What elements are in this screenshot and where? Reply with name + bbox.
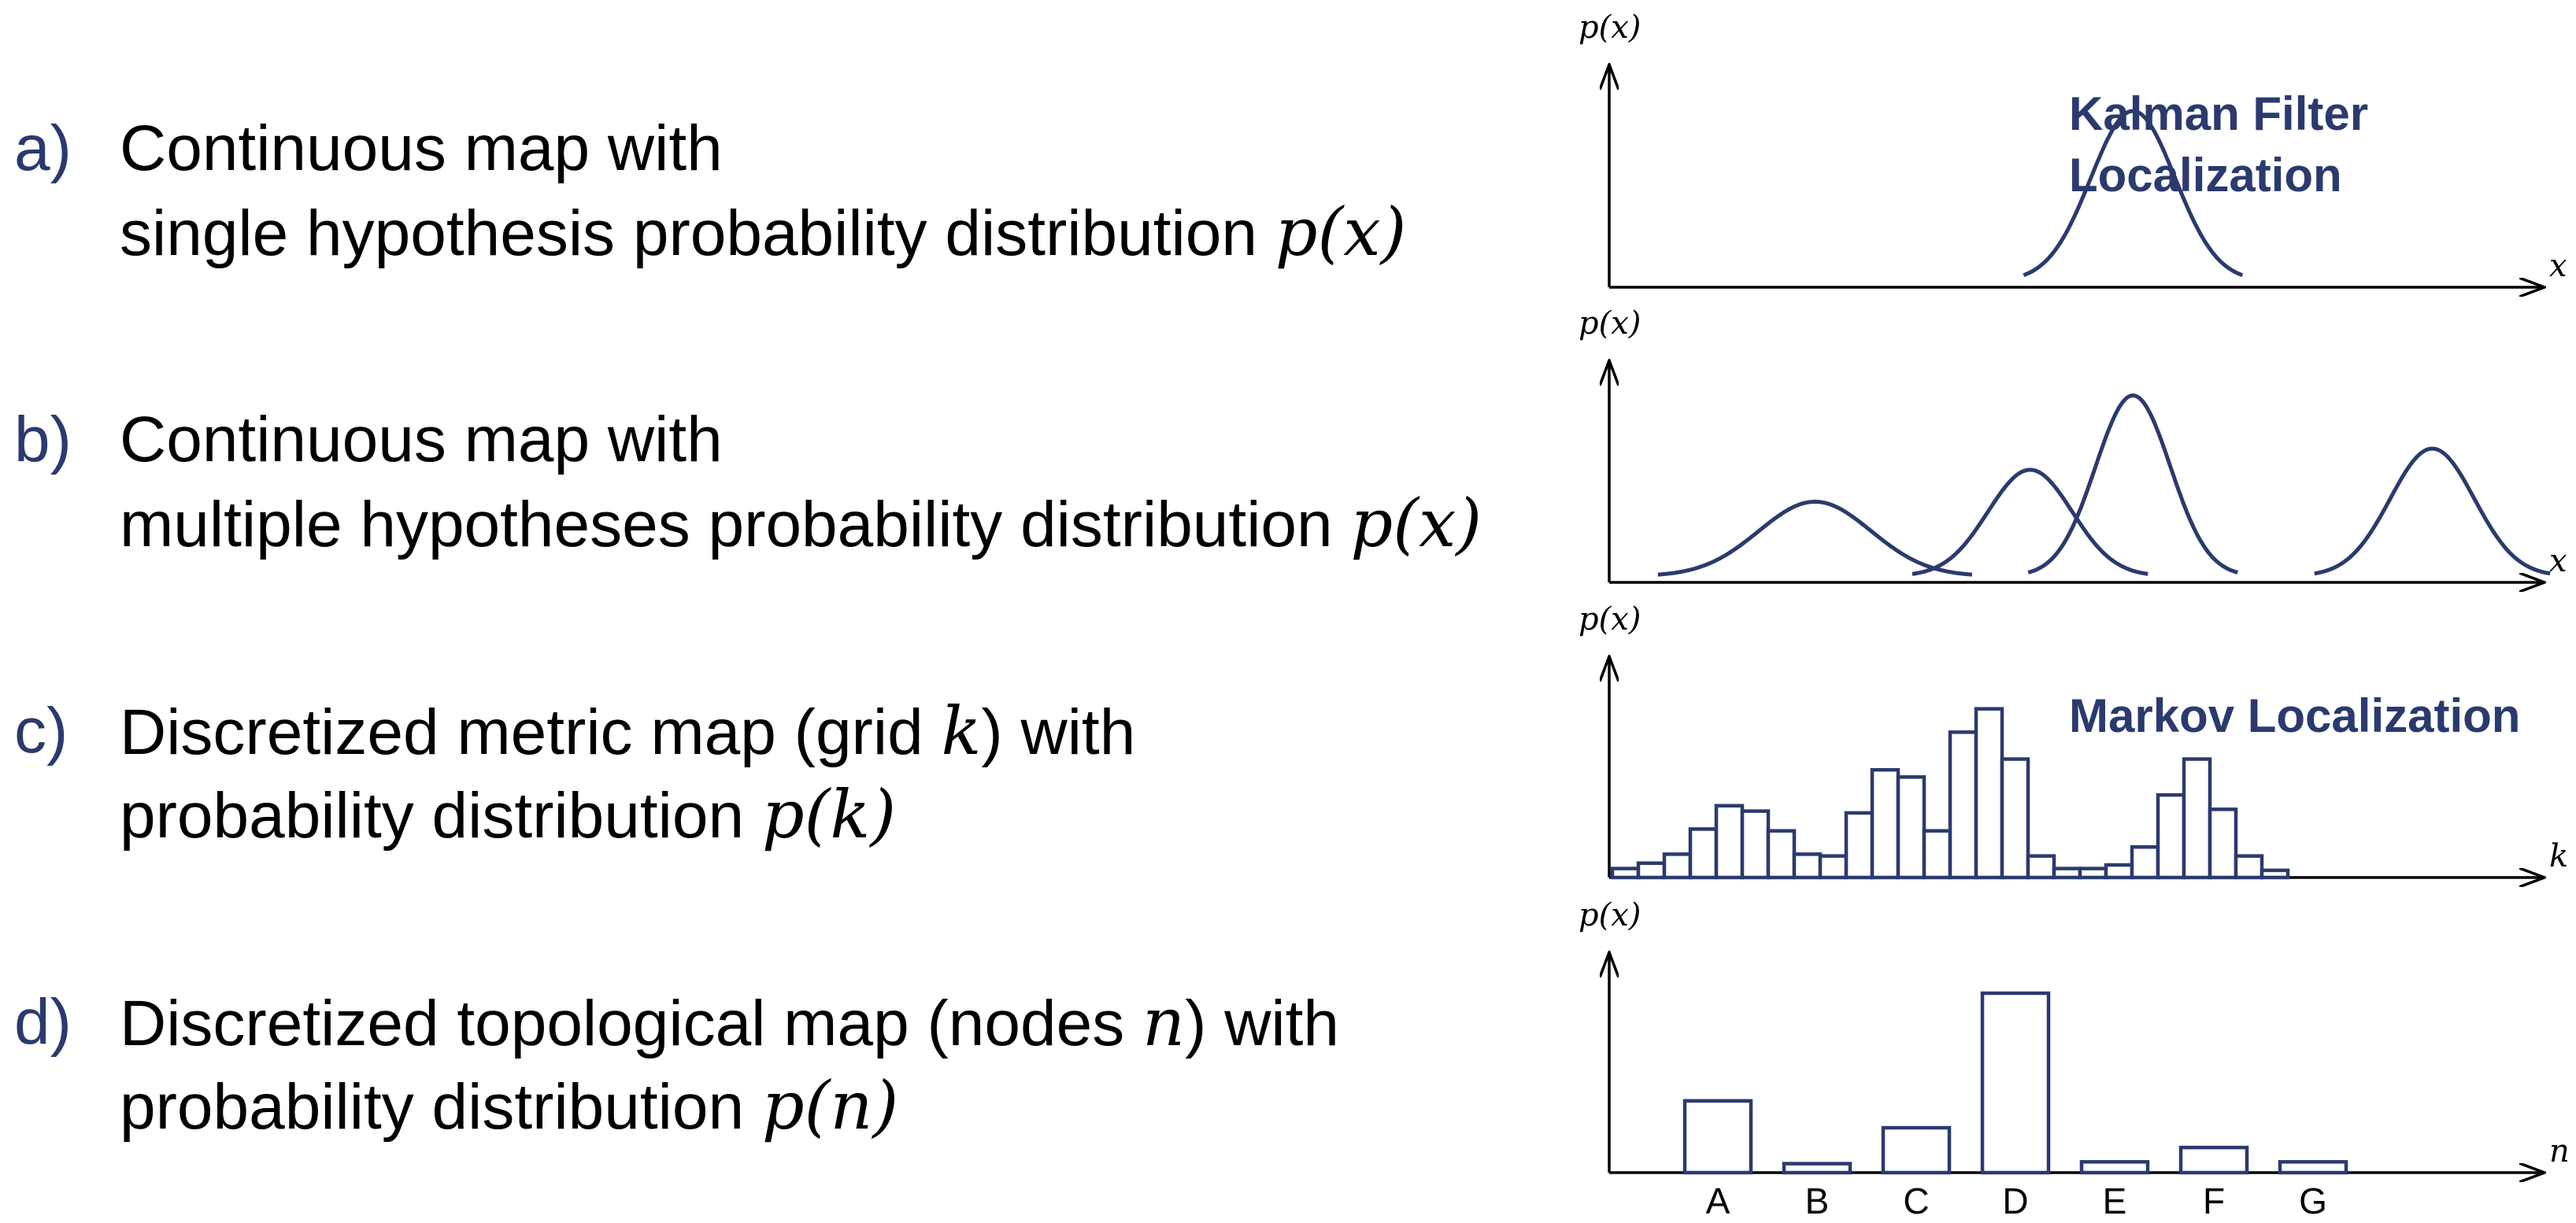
panel-c-bar-13 (1948, 730, 1978, 880)
panel-d-x-label: n (2549, 1133, 2570, 1169)
row-b-line1: Continuous map with (120, 399, 723, 481)
row-d-line1-pre: Discretized topological map (nodes (120, 988, 1125, 1059)
panel-d-y-label: p(x) (1579, 897, 1641, 933)
panel-c-bar-20 (2130, 844, 2160, 880)
panel-d-node-bar-2 (1881, 1125, 1952, 1175)
panel-c-bar-15 (2000, 757, 2030, 880)
row-c-line1-math: k (941, 693, 982, 770)
row-d-line1-math: n (1142, 984, 1186, 1061)
panel-c-bar-1 (1636, 861, 1667, 880)
row-b-line2-math: p(x) (1350, 485, 1482, 562)
panel-c-bar-22 (2182, 757, 2212, 880)
kalman-filter-note-line-1: Localization (2069, 149, 2342, 201)
panel-c-bar-9 (1844, 811, 1875, 880)
row-c-line2: probability distribution p(k) (120, 774, 896, 857)
panel-d-node-label-5: F (2203, 1181, 2225, 1221)
panel-d-node-bar-6 (2278, 1160, 2348, 1175)
panel-a-y-label: p(x) (1579, 9, 1641, 46)
panel-c-bar-6 (1766, 829, 1797, 880)
panel-c-bar-4 (1714, 804, 1745, 880)
row-d-line2: probability distribution p(n) (120, 1065, 898, 1148)
row-b-letter: b) (14, 404, 72, 475)
row-d-line2-text: probability distribution (120, 1071, 745, 1143)
panel-d-node-bar-0 (1682, 1099, 1753, 1175)
panel-c-bar-25 (2260, 868, 2290, 880)
row-d-line2-math: p(n) (761, 1067, 899, 1144)
panel-c-bar-23 (2208, 807, 2238, 880)
panel-d-node-label-1: B (1805, 1181, 1830, 1221)
panel-c-bar-0 (1610, 866, 1641, 880)
row-a-line2-text: single hypothesis probability distributi… (120, 198, 1257, 269)
row-a-letter: a) (14, 113, 72, 184)
kalman-filter-note-line-0: Kalman Filter (2069, 87, 2368, 140)
panel-c-bar-11 (1896, 775, 1926, 880)
panel-c-bar-16 (2026, 854, 2056, 880)
panel-c-bar-18 (2078, 866, 2108, 880)
panel-b-gaussian-1 (1912, 467, 2149, 576)
panel-c-bar-21 (2156, 793, 2186, 880)
row-b-line2-text: multiple hypotheses probability distribu… (120, 489, 1333, 560)
row-a-line2-math: p(x) (1275, 194, 1407, 271)
row-d-line1: Discretized topological map (nodes n) wi… (120, 981, 1339, 1065)
panel-b-gaussian-3 (2314, 446, 2551, 576)
panel-d-node-label-3: D (2002, 1181, 2028, 1221)
markov-localization-note-line-0: Markov Localization (2069, 689, 2520, 742)
panel-c-bar-7 (1792, 852, 1823, 880)
panel-c-bar-2 (1662, 852, 1693, 880)
panel-d-node-bar-1 (1782, 1162, 1852, 1175)
row-a-line1: Continuous map with (120, 108, 723, 190)
panel-c-bar-8 (1818, 854, 1849, 880)
row-d-letter: d) (14, 986, 72, 1058)
panel-c-x-label: k (2549, 838, 2568, 874)
panel-d-node-label-0: A (1706, 1181, 1730, 1221)
row-c-line1-pre: Discretized metric map (grid (120, 696, 923, 768)
panel-b-gaussian-0 (1657, 499, 1973, 577)
panel-c-bar-12 (1922, 829, 1952, 880)
panel-d-node-bar-5 (2178, 1145, 2249, 1175)
panel-c-bar-19 (2104, 863, 2134, 880)
row-c-letter: c) (14, 695, 68, 767)
row-b-line1-text: Continuous map with (120, 404, 723, 475)
panel-d-node-bar-3 (1980, 991, 2051, 1175)
panel-c-bar-10 (1870, 767, 1901, 880)
panel-b-x-label: x (2549, 543, 2567, 579)
panel-b-gaussian-2 (2027, 393, 2238, 575)
panel-b-y-label: p(x) (1579, 305, 1641, 342)
row-d-line1-post: ) with (1185, 988, 1340, 1059)
panel-a-gaussian-0 (2023, 109, 2244, 277)
row-b-line2: multiple hypotheses probability distribu… (120, 482, 1482, 566)
row-c-line2-math: p(k) (761, 776, 897, 853)
row-c-line1: Discretized metric map (grid k) with (120, 690, 1135, 774)
row-c-line2-text: probability distribution (120, 780, 745, 852)
panel-d-node-label-2: C (1903, 1181, 1929, 1221)
row-c-line1-post: ) with (981, 696, 1136, 768)
panel-c-bar-24 (2234, 854, 2264, 880)
panel-d-node-bar-4 (2079, 1160, 2150, 1175)
panel-d-node-label-4: E (2103, 1181, 2127, 1221)
panel-c-bar-3 (1688, 827, 1719, 880)
panel-d-node-label-6: G (2299, 1181, 2327, 1221)
panel-c-bar-5 (1740, 809, 1771, 880)
row-a-line2: single hypothesis probability distributi… (120, 191, 1406, 275)
panel-c-y-label: p(x) (1579, 601, 1641, 637)
panel-c-bar-14 (1974, 707, 2004, 880)
panel-a-x-label: x (2549, 248, 2567, 284)
row-a-line1-text: Continuous map with (120, 113, 723, 184)
panel-c-bar-17 (2052, 866, 2082, 880)
